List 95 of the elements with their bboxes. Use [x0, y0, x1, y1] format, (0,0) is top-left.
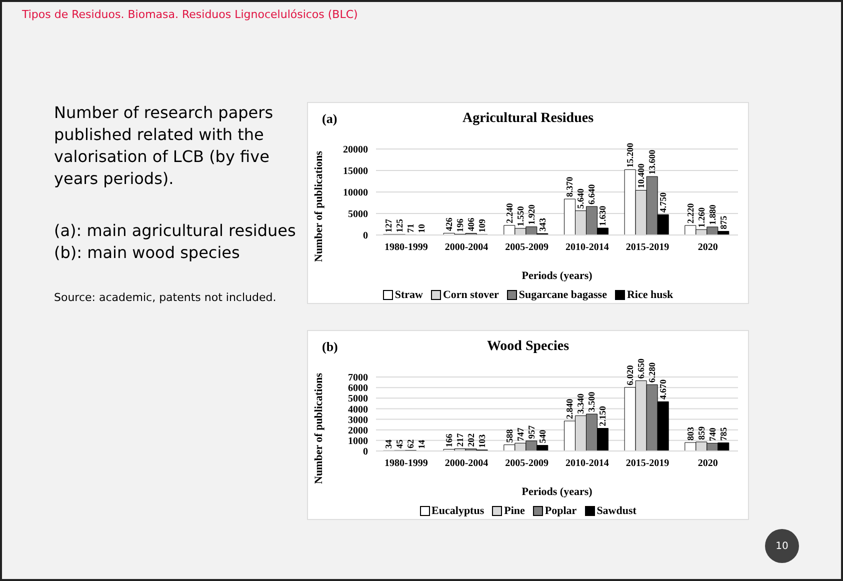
- x-tick-label: 2020: [698, 458, 718, 470]
- source-note: Source: academic, patents not included.: [54, 290, 278, 305]
- x-axis-title: Periods (years): [522, 270, 593, 282]
- data-label: 196: [455, 218, 466, 232]
- legend-label: Rice husk: [626, 289, 674, 301]
- data-label: 6.020: [625, 364, 636, 386]
- x-tick-label: 1980-1999: [384, 242, 428, 254]
- data-label: 6.280: [647, 362, 658, 383]
- legend-label: Corn stover: [442, 289, 499, 301]
- x-axis-title: Periods (years): [522, 486, 593, 498]
- text: 10: [765, 529, 799, 563]
- data-label: 343: [537, 218, 548, 232]
- y-tick-label: 20000: [343, 144, 368, 156]
- data-label: 10: [416, 223, 427, 233]
- y-tick-label: 5000: [348, 394, 368, 405]
- y-tick-label: 6000: [348, 383, 368, 394]
- data-label: 125: [394, 218, 405, 232]
- data-label: 13.600: [647, 149, 658, 175]
- data-label: 803: [685, 426, 696, 441]
- data-label: 166: [444, 433, 454, 448]
- data-label: 785: [718, 426, 728, 441]
- data-label: 426: [444, 217, 454, 232]
- data-label: 875: [718, 215, 728, 230]
- data-label: 4.750: [658, 192, 668, 213]
- data-label: 217: [455, 432, 466, 447]
- x-tick-label: 2010-2014: [565, 242, 609, 254]
- data-label: 6.640: [586, 184, 597, 204]
- y-tick-label: 4000: [348, 404, 368, 416]
- y-tick-label: 0: [363, 230, 368, 242]
- y-axis-title: Number of publications: [312, 372, 325, 484]
- text: (a): main agricultural residues: [54, 221, 297, 240]
- data-label: 8.370: [564, 176, 575, 198]
- data-label: 45: [394, 439, 405, 449]
- data-label: 202: [466, 432, 476, 447]
- data-label: 15.200: [625, 142, 636, 168]
- x-tick-label: 2000-2004: [444, 458, 488, 470]
- data-label: 540: [537, 429, 548, 444]
- data-label: 127: [384, 218, 394, 232]
- legend-label: Straw: [394, 289, 423, 301]
- chart-subtitle: (b): [322, 339, 338, 355]
- x-tick-label: 2000-2004: [444, 242, 488, 254]
- data-label: 34: [384, 439, 394, 449]
- data-label: 859: [696, 426, 706, 440]
- data-label: 2.240: [504, 202, 514, 224]
- y-tick-label: 5000: [348, 209, 368, 220]
- x-tick-label: 2005-2009: [505, 458, 549, 470]
- data-label: 3.500: [586, 391, 597, 412]
- data-label: 2.220: [685, 202, 696, 224]
- data-label: 2.150: [598, 406, 608, 426]
- data-label: 1.630: [598, 205, 608, 226]
- data-label: 5.640: [576, 188, 586, 209]
- data-label: 1.260: [696, 206, 706, 228]
- y-tick-label: 10000: [343, 188, 368, 199]
- data-label: 4.670: [658, 378, 668, 400]
- x-tick-label: 2015-2019: [626, 242, 670, 254]
- x-tick-label: 1980-1999: [384, 458, 428, 470]
- chart-title: Agricultural Residues: [462, 111, 594, 126]
- legend-label: Sugarcane bagasse: [518, 289, 607, 301]
- legend-label: Pine: [503, 505, 525, 517]
- data-label: 2.840: [564, 398, 575, 419]
- legend-label: Eucalyptus: [430, 505, 484, 517]
- y-tick-label: 2000: [348, 425, 368, 436]
- chart-title: Wood Species: [486, 339, 570, 354]
- data-label: 747: [515, 427, 526, 442]
- data-label: 957: [526, 424, 536, 439]
- data-label: 62: [406, 438, 416, 448]
- x-tick-label: 2010-2014: [565, 458, 609, 470]
- y-tick-label: 15000: [343, 166, 368, 178]
- text: Tipos de Residuos. Biomasa. Residuos Lignocelulósicos (BLC): [22, 8, 358, 21]
- x-tick-label: 2015-2019: [626, 458, 670, 470]
- data-label: 740: [707, 427, 718, 442]
- y-tick-label: 3000: [348, 414, 368, 426]
- data-label: 3.340: [576, 392, 586, 414]
- data-label: 406: [466, 217, 476, 232]
- data-label: 10.400: [636, 163, 646, 188]
- x-tick-label: 2005-2009: [505, 242, 549, 254]
- data-label: 71: [406, 223, 416, 233]
- data-label: 1.880: [707, 204, 718, 225]
- data-label: 1.920: [526, 204, 536, 225]
- data-label: 103: [477, 434, 488, 448]
- data-label: 6.650: [636, 358, 646, 379]
- y-tick-label: 0: [363, 446, 368, 458]
- legend-label: Poplar: [544, 505, 577, 517]
- y-axis-title: Number of publications: [312, 150, 325, 262]
- y-tick-label: 7000: [348, 372, 368, 384]
- x-tick-label: 2020: [698, 242, 718, 254]
- text: (b): main wood species: [54, 243, 241, 262]
- data-label: 588: [504, 428, 514, 443]
- y-tick-label: 1000: [348, 436, 368, 447]
- data-label: 1.550: [515, 206, 526, 226]
- data-label: 109: [477, 218, 488, 233]
- text: Number of research papers published related with the valorisation of LCB (by five years periods).: [54, 102, 274, 190]
- legend-label: Sawdust: [596, 505, 636, 517]
- chart-subtitle: (a): [322, 111, 338, 127]
- data-label: 14: [416, 439, 427, 449]
